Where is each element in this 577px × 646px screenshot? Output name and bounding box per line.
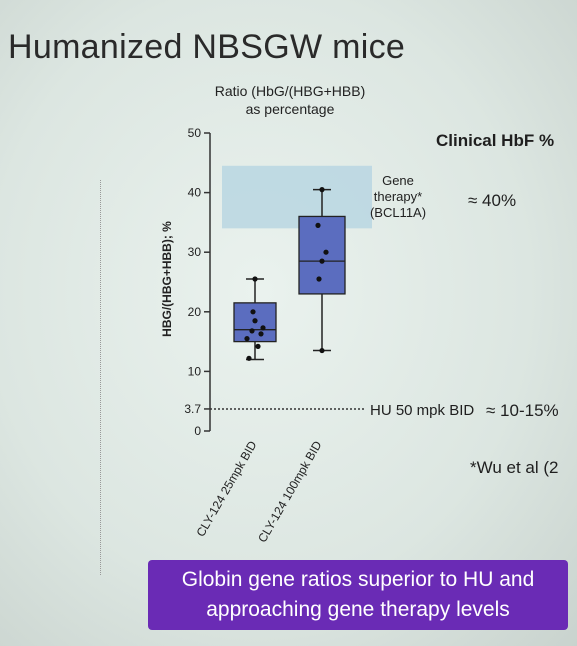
slide-title: Humanized NBSGW mice [8, 28, 406, 66]
summary-banner: Globin gene ratios superior to HU and ap… [148, 560, 568, 630]
data-point [258, 331, 264, 337]
y-tick-label: 40 [188, 186, 202, 200]
hu-label: HU 50 mpk BID [370, 402, 474, 419]
band-label-line2: therapy* [374, 189, 422, 204]
data-point [252, 318, 258, 324]
data-point [249, 328, 255, 334]
chart-title-line2: as percentage [246, 101, 335, 117]
hu-value: ≈ 10-15% [486, 401, 559, 420]
y-tick-label: 0 [194, 424, 201, 438]
gene-therapy-value: ≈ 40% [468, 191, 516, 210]
y-tick-label: 50 [188, 126, 202, 140]
banner-line-2: approaching gene therapy levels [206, 598, 510, 621]
category-label-1: CLY-124 25mpk BID [193, 438, 259, 539]
data-point [315, 222, 321, 228]
data-point [255, 343, 261, 349]
data-point [244, 336, 250, 342]
band-label-line1: Gene [382, 173, 414, 188]
y-axis: 0 3.7 10 20 30 40 50 [184, 126, 211, 438]
category-label-2: CLY-124 100mpk BID [255, 438, 325, 545]
dotted-divider [100, 180, 101, 575]
data-point [323, 249, 329, 255]
data-point [319, 347, 325, 354]
band-label-line3: (BCL11A) [370, 205, 426, 220]
box [298, 215, 346, 295]
data-point [260, 325, 266, 331]
data-point [319, 258, 325, 264]
y-tick-label: 10 [188, 364, 202, 378]
gene-therapy-band [222, 165, 372, 229]
chart-title-line1: Ratio (HbG/(HBG+HBB) [215, 83, 366, 99]
box-plot-1 [233, 276, 277, 361]
y-tick-label: 30 [188, 245, 202, 259]
box-plot-2 [298, 187, 346, 354]
y-axis-label: HBG/(HBG+HBB); % [160, 221, 174, 337]
data-point [316, 276, 322, 282]
data-point [252, 276, 258, 282]
y-tick-label: 20 [188, 305, 202, 319]
y-tick-label: 3.7 [184, 402, 201, 416]
data-point [250, 309, 256, 315]
data-point [246, 355, 252, 361]
banner-line-1: Globin gene ratios superior to HU and [181, 568, 535, 591]
footnote: *Wu et al (2 [470, 458, 559, 477]
data-point [319, 187, 325, 193]
clinical-hbf-header: Clinical HbF % [436, 131, 554, 150]
box-plots [233, 187, 346, 361]
